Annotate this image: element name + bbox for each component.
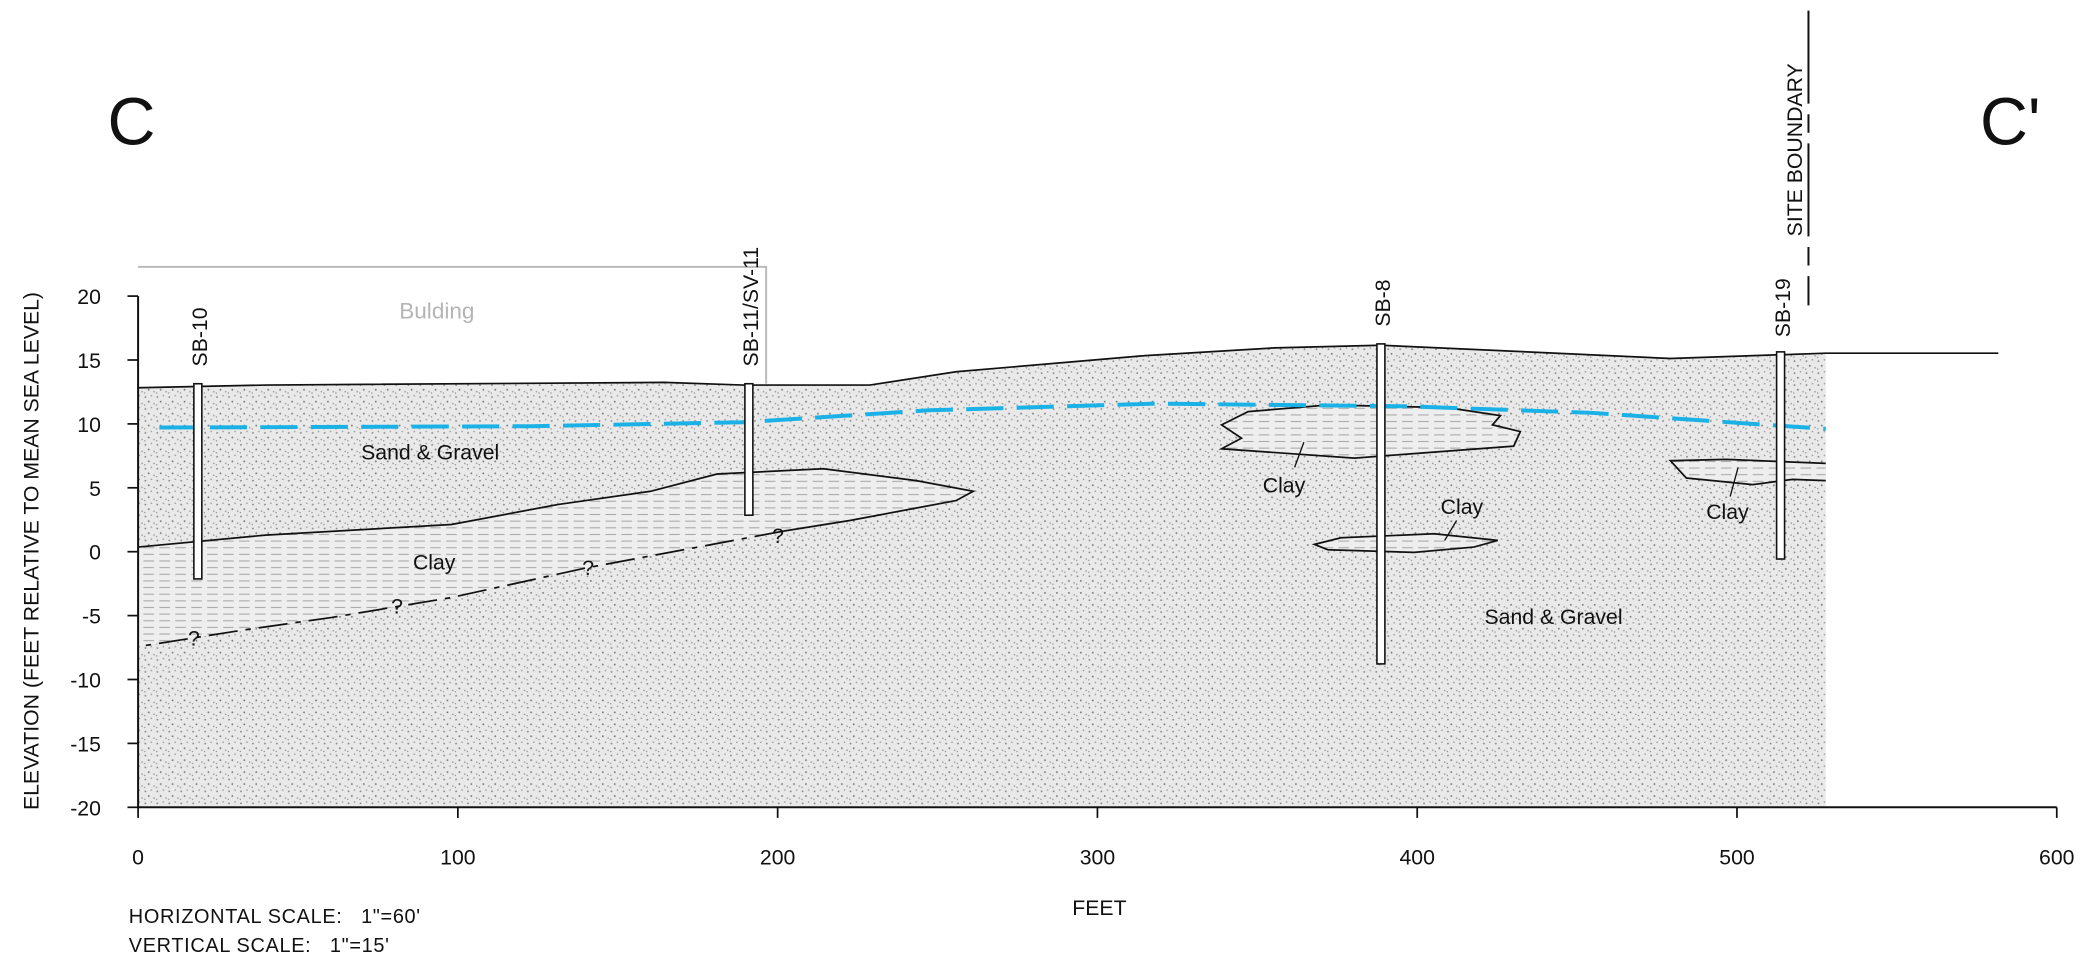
y-tick-label: -5 <box>82 605 101 629</box>
unit-label: Sand & Gravel <box>1484 605 1622 629</box>
y-tick-label: -10 <box>70 668 101 692</box>
y-tick-label: 15 <box>77 349 101 373</box>
unit-label: Sand & Gravel <box>361 440 499 464</box>
boring-label: SB-11/SV-11 <box>739 247 763 367</box>
y-tick-label: -15 <box>70 732 101 756</box>
boring <box>193 382 203 580</box>
clay-bottom <box>137 530 784 648</box>
site-boundary-label: SITE BOUNDARY <box>1783 63 1807 236</box>
x-tick-label: 0 <box>132 845 144 869</box>
unit-label: Clay <box>1441 495 1484 519</box>
building-label: Bulding <box>399 299 474 324</box>
section-end: C' <box>1980 86 2041 160</box>
building-outline <box>138 265 768 384</box>
clay-lens <box>138 468 974 647</box>
uncertain-mark: ? <box>391 594 403 618</box>
boring-label: SB-8 <box>1371 279 1395 326</box>
leader <box>1444 520 1458 541</box>
x-tick-label: 600 <box>2039 845 2074 869</box>
y-tick-label: 20 <box>77 285 101 309</box>
y-tick-label: -20 <box>70 796 101 820</box>
y-axis-label: ELEVATION (FEET RELATIVE TO MEAN SEA LEV… <box>20 292 44 810</box>
x-tick-label: 300 <box>1080 845 1115 869</box>
water-table <box>159 401 1826 431</box>
y-tick-label: 0 <box>89 541 101 565</box>
section-start: C <box>107 86 155 160</box>
ground-surface <box>138 344 1999 389</box>
leader <box>1729 467 1739 497</box>
unit-label: Clay <box>413 551 456 575</box>
y-tick-label: 5 <box>89 477 101 501</box>
x-tick-label: 400 <box>1399 845 1434 869</box>
clay-lens <box>1218 404 1522 459</box>
boring-label: SB-19 <box>1771 278 1795 337</box>
leader <box>1293 441 1305 468</box>
boring <box>1775 351 1786 560</box>
ticks: 20 15 10 5 0 -5 -10 -15 -20 0 100 200 300 400 500 600 <box>70 285 2074 869</box>
scale-note: VERTICAL SCALE: 1"=15' <box>129 935 390 957</box>
boring <box>744 382 754 516</box>
clay-lens <box>1668 458 1826 486</box>
uncertain-mark: ? <box>188 626 200 650</box>
x-tick-label: 500 <box>1719 845 1754 869</box>
clay-lens <box>1311 532 1498 554</box>
boring <box>1376 343 1386 665</box>
x-axis-label: FEET <box>1072 896 1126 920</box>
uncertain-mark: ? <box>582 556 594 580</box>
scale-note: HORIZONTAL SCALE: 1"=60' <box>129 906 421 928</box>
boring-label: SB-10 <box>188 307 212 366</box>
x-tick-label: 100 <box>440 845 475 869</box>
x-tick-label: 200 <box>760 845 795 869</box>
unit-label: Clay <box>1706 500 1749 524</box>
clay-top <box>138 467 976 548</box>
sand-gravel <box>138 345 1826 806</box>
y-tick-label: 10 <box>77 413 101 437</box>
uncertain-mark: ? <box>772 524 784 548</box>
unit-label: Clay <box>1263 474 1306 498</box>
